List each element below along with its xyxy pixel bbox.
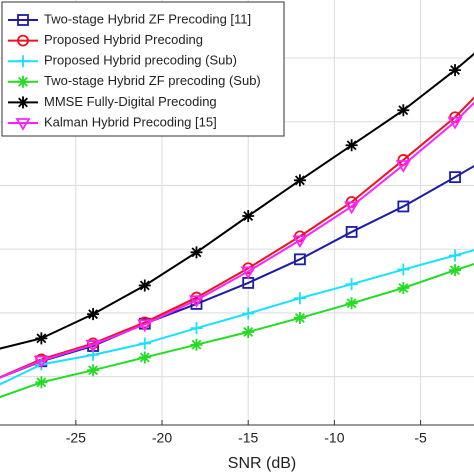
marker xyxy=(137,319,153,333)
series-line xyxy=(0,164,474,379)
marker xyxy=(87,364,100,377)
x-tick-label: -15 xyxy=(238,430,258,446)
marker xyxy=(138,351,151,364)
marker xyxy=(190,246,203,259)
legend-marker xyxy=(15,118,31,131)
marker xyxy=(85,339,101,353)
marker xyxy=(242,325,255,338)
plot-area xyxy=(0,52,474,399)
legend-label: Proposed Hybrid precoding (Sub) xyxy=(44,53,237,68)
marker xyxy=(293,292,306,305)
legend-label: Two-stage Hybrid ZF Precoding [11] xyxy=(44,11,251,26)
marker xyxy=(138,279,151,292)
marker xyxy=(35,332,48,345)
legend-marker xyxy=(17,14,29,26)
marker xyxy=(345,226,358,238)
marker xyxy=(397,282,410,295)
marker xyxy=(344,201,360,215)
marker xyxy=(242,307,255,320)
marker xyxy=(242,210,255,223)
legend: Two-stage Hybrid ZF Precoding [11] Propos… xyxy=(1,1,285,137)
marker xyxy=(449,264,462,277)
marker xyxy=(397,263,410,276)
legend-label: MMSE Fully-Digital Precoding xyxy=(44,94,217,109)
series-line xyxy=(0,101,474,379)
marker xyxy=(345,297,358,310)
legend-marker xyxy=(17,34,29,47)
marker xyxy=(292,235,308,248)
marker xyxy=(190,322,203,335)
marker xyxy=(397,200,410,213)
legend-label: Two-stage Hybrid ZF precoding (Sub) xyxy=(44,73,261,88)
marker xyxy=(449,249,462,262)
marker xyxy=(293,311,306,324)
ticks: -25 -20 -15 -10 -5 xyxy=(66,420,427,446)
marker xyxy=(345,278,358,291)
legend-box xyxy=(1,1,285,137)
marker xyxy=(395,160,411,173)
legend-label: Proposed Hybrid Precoding xyxy=(44,32,203,47)
marker xyxy=(449,64,462,77)
marker xyxy=(449,171,461,184)
marker xyxy=(447,116,463,130)
marker xyxy=(35,376,48,389)
x-tick-label: -10 xyxy=(324,430,344,446)
legend-marker xyxy=(17,96,29,109)
x-tick-label: -25 xyxy=(66,430,86,446)
marker xyxy=(190,338,203,351)
marker xyxy=(87,308,100,321)
marker xyxy=(138,337,151,350)
legend-marker xyxy=(17,75,29,88)
x-axis-label: SNR (dB) xyxy=(228,455,296,472)
x-tick-label: -5 xyxy=(414,430,427,446)
marker xyxy=(240,266,256,280)
marker xyxy=(33,355,49,369)
marker xyxy=(188,295,205,308)
marker xyxy=(345,139,358,152)
marker xyxy=(293,174,306,187)
marker xyxy=(294,253,306,266)
legend-marker xyxy=(17,55,29,68)
legend-label: Kalman Hybrid Precoding [15] xyxy=(44,114,217,129)
marker xyxy=(190,298,203,310)
series-line xyxy=(0,249,474,386)
x-tick-label: -20 xyxy=(152,430,172,446)
marker xyxy=(397,104,410,117)
